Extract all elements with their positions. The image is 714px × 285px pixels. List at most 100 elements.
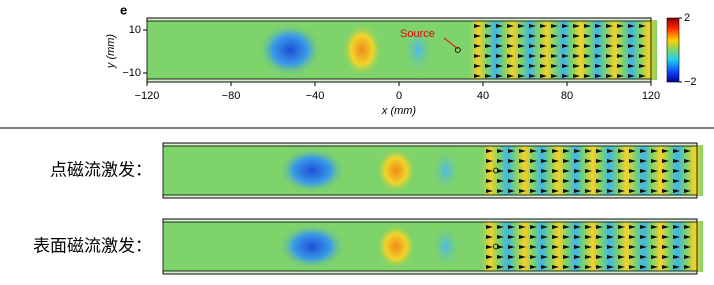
field-stripe <box>499 221 516 272</box>
field-arrow <box>518 34 525 38</box>
field-arrow <box>684 255 691 259</box>
field-arrow <box>673 149 680 153</box>
field-arrow <box>562 44 569 48</box>
waveguide-wall <box>162 218 698 223</box>
field-arrow <box>563 149 570 153</box>
y-tick-label: −10 <box>122 67 141 79</box>
field-arrow <box>618 159 625 163</box>
field-lobe <box>431 147 461 194</box>
field-arrow <box>507 64 514 68</box>
field-arrow <box>551 44 558 48</box>
field-arrow <box>508 179 515 183</box>
field-arrow <box>596 255 603 259</box>
field-arrow <box>497 159 504 163</box>
field-arrow <box>551 64 558 68</box>
frame <box>162 142 698 199</box>
field-arrow <box>530 179 537 183</box>
field-arrow <box>496 44 503 48</box>
field-arrow <box>552 189 559 193</box>
field-arrow <box>563 159 570 163</box>
field-lobe <box>402 23 434 77</box>
field-arrow <box>640 235 647 239</box>
field-arrow <box>563 179 570 183</box>
field-arrow <box>496 24 503 28</box>
field-arrow <box>640 189 647 193</box>
field-arrow <box>607 169 614 173</box>
field-arrow <box>684 169 691 173</box>
field-arrow <box>617 44 624 48</box>
field-arrow <box>508 169 515 173</box>
field-arrow <box>573 54 580 58</box>
field-stripe <box>623 20 640 80</box>
field-stripe <box>606 20 623 80</box>
field-arrow <box>563 225 570 229</box>
field-arrow <box>485 34 492 38</box>
field-stripe <box>516 145 533 196</box>
field-stripe <box>538 20 555 80</box>
field-arrow <box>562 64 569 68</box>
field-arrow <box>496 64 503 68</box>
field-arrow <box>684 225 691 229</box>
field-arrow <box>563 255 570 259</box>
field-arrow <box>629 235 636 239</box>
field-stripe <box>618 145 635 196</box>
field-arrow <box>617 74 624 78</box>
field-arrow <box>519 179 526 183</box>
field-arrow <box>541 265 548 269</box>
field-arrow <box>584 74 591 78</box>
field-arrow <box>541 149 548 153</box>
field-arrow <box>563 245 570 249</box>
field-arrow <box>628 34 635 38</box>
field-arrow <box>607 245 614 249</box>
field-stripe <box>504 20 521 80</box>
field-arrow <box>474 24 481 28</box>
field-arrow <box>474 44 481 48</box>
x-tick-label: −80 <box>222 90 241 102</box>
field-arrow <box>607 235 614 239</box>
field-arrow <box>629 179 636 183</box>
field-arrow <box>618 149 625 153</box>
field-arrow <box>651 179 658 183</box>
field-arrow <box>474 64 481 68</box>
field-arrow <box>640 265 647 269</box>
field-arrow <box>574 235 581 239</box>
field-arrow <box>585 159 592 163</box>
field-stripe <box>550 221 567 272</box>
field-arrow <box>596 179 603 183</box>
field-arrow <box>519 245 526 249</box>
field-arrow <box>519 159 526 163</box>
field-arrow <box>595 54 602 58</box>
colorbar-tick-label: 2 <box>684 12 690 24</box>
field-arrow <box>519 225 526 229</box>
field-arrow <box>639 54 646 58</box>
field-arrow <box>563 169 570 173</box>
colorbar <box>666 17 680 83</box>
field-arrow <box>486 179 493 183</box>
field-arrow <box>519 265 526 269</box>
field-arrow <box>673 169 680 173</box>
field-arrow <box>486 255 493 259</box>
field-arrow <box>628 64 635 68</box>
field-arrow <box>651 235 658 239</box>
field-arrow <box>552 169 559 173</box>
field-arrow <box>684 189 691 193</box>
field-arrow <box>639 64 646 68</box>
field-arrow <box>474 74 481 78</box>
field-arrow <box>618 255 625 259</box>
field-arrow <box>574 189 581 193</box>
field-arrow <box>552 255 559 259</box>
field-arrow <box>662 225 669 229</box>
field-lobe <box>278 223 346 270</box>
field-arrow <box>640 149 647 153</box>
field-arrow <box>596 149 603 153</box>
field-arrow <box>574 169 581 173</box>
waveguide-wall <box>146 17 652 22</box>
field-arrow <box>551 34 558 38</box>
field-stripe <box>652 221 669 272</box>
field-arrow <box>508 159 515 163</box>
field-arrow <box>486 149 493 153</box>
field-arrow <box>595 34 602 38</box>
field-stripe <box>652 145 669 196</box>
field-arrow <box>607 225 614 229</box>
field-arrow <box>618 245 625 249</box>
